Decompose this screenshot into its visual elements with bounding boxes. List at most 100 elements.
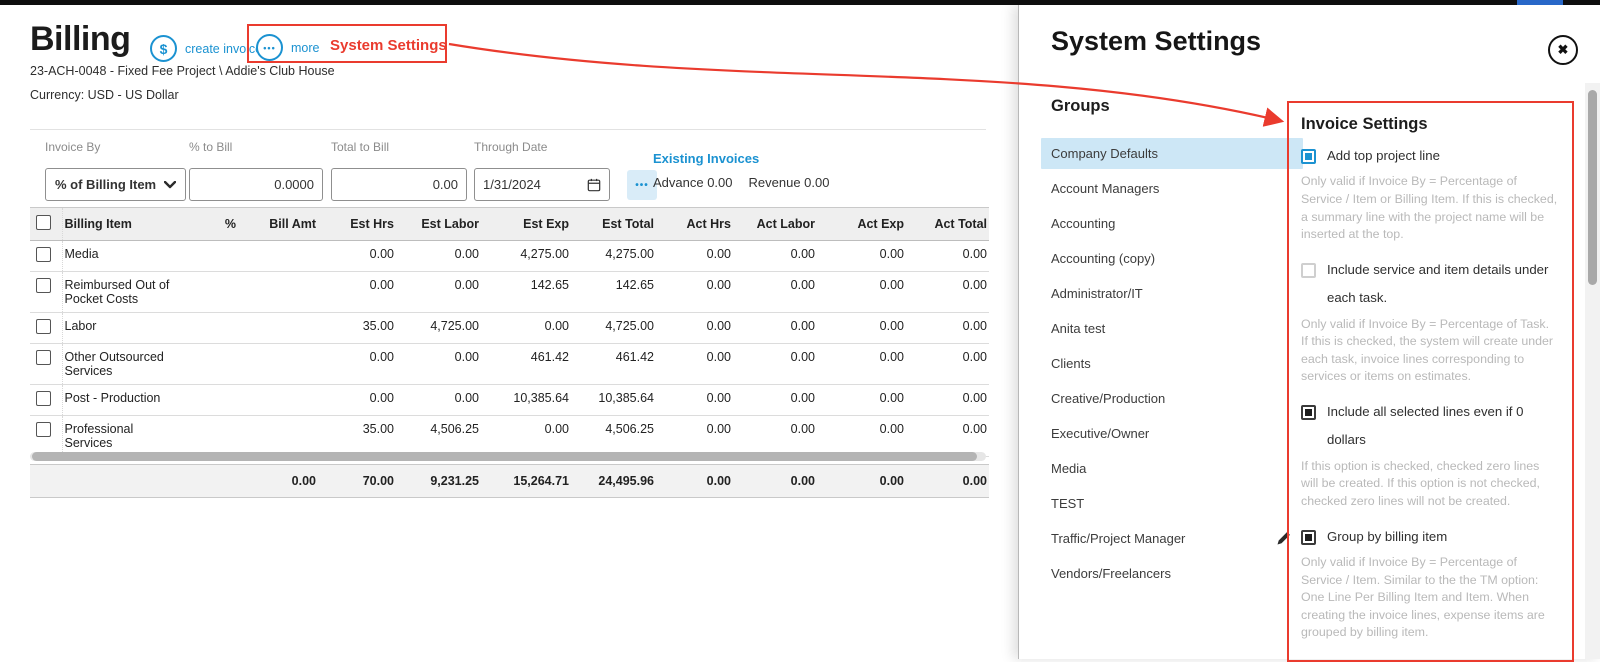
row-checkbox[interactable]: [36, 247, 51, 262]
act-labor-cell: 0.00: [733, 384, 817, 416]
option-label: Include service and item details under e…: [1327, 261, 1549, 306]
bill-amt-cell: [238, 384, 318, 416]
more-button[interactable]: ••• more: [256, 34, 319, 61]
act-hrs-cell: 0.00: [656, 271, 733, 313]
billing-table-wrap: Billing Item % Bill Amt Est Hrs Est Labo…: [30, 207, 989, 457]
row-checkbox[interactable]: [36, 350, 51, 365]
act-hrs-cell: 0.00: [656, 240, 733, 272]
col-pct: %: [208, 207, 238, 241]
total-bill-amt: 0.00: [238, 464, 318, 498]
advance-revenue-summary: Advance 0.00 Revenue 0.00: [653, 175, 845, 190]
pct-to-bill-input[interactable]: [189, 168, 323, 201]
breadcrumb: 23-ACH-0048 - Fixed Fee Project \ Addie'…: [30, 64, 335, 78]
group-item[interactable]: Executive/Owner: [1041, 418, 1303, 449]
panel-title: System Settings: [1051, 26, 1262, 56]
total-to-bill-label: Total to Bill: [331, 140, 390, 154]
col-bill-amt: Bill Amt: [238, 207, 318, 241]
invoice-by-select[interactable]: % of Billing Item: [45, 168, 186, 201]
bill-amt-cell: [238, 312, 318, 344]
group-item[interactable]: Accounting: [1041, 208, 1303, 239]
row-checkbox[interactable]: [36, 319, 51, 334]
group-item[interactable]: Accounting (copy): [1041, 243, 1303, 274]
edit-pencil-icon[interactable]: [1276, 531, 1291, 546]
row-checkbox[interactable]: [36, 391, 51, 406]
pct-cell: [208, 271, 238, 313]
group-item-label: Executive/Owner: [1051, 426, 1150, 441]
option-checkbox[interactable]: [1301, 149, 1316, 164]
vertical-scrollbar-thumb[interactable]: [1588, 90, 1597, 285]
select-all-checkbox[interactable]: [36, 215, 51, 230]
group-item[interactable]: Traffic/Project Manager: [1041, 523, 1303, 554]
est-hrs-cell: 35.00: [318, 415, 396, 457]
create-invoice-button[interactable]: $ create invoice: [150, 35, 262, 62]
group-item[interactable]: Vendors/Freelancers: [1041, 558, 1303, 589]
group-item[interactable]: TEST: [1041, 488, 1303, 519]
option-description: Only valid if Invoice By = Percentage of…: [1301, 174, 1558, 242]
invoice-by-label: Invoice By: [45, 140, 101, 154]
row-checkbox[interactable]: [36, 278, 51, 293]
totals-table: 0.00 70.00 9,231.25 15,264.71 24,495.96 …: [30, 464, 989, 498]
est-total-cell: 10,385.64: [571, 384, 656, 416]
est-exp-cell: 461.42: [481, 343, 571, 385]
group-item[interactable]: Creative/Production: [1041, 383, 1303, 414]
total-to-bill-input[interactable]: [331, 168, 467, 201]
est-total-cell: 4,725.00: [571, 312, 656, 344]
close-icon[interactable]: ✖: [1548, 35, 1578, 65]
existing-invoices-link[interactable]: Existing Invoices: [653, 151, 760, 166]
est-total-cell: 4,275.00: [571, 240, 656, 272]
group-item-label: Clients: [1051, 356, 1091, 371]
total-act-total: 0.00: [906, 464, 989, 498]
act-labor-cell: 0.00: [733, 415, 817, 457]
group-item-label: Media: [1051, 461, 1087, 476]
billing-item-cell: Other Outsourced Services: [61, 343, 208, 385]
pct-cell: [208, 312, 238, 344]
group-item-label: Vendors/Freelancers: [1051, 566, 1171, 581]
total-est-total: 24,495.96: [571, 464, 656, 498]
group-item[interactable]: Administrator/IT: [1041, 278, 1303, 309]
total-est-exp: 15,264.71: [481, 464, 571, 498]
group-item[interactable]: Account Managers: [1041, 173, 1303, 204]
pct-cell: [208, 384, 238, 416]
est-labor-cell: 0.00: [396, 384, 481, 416]
group-item[interactable]: Anita test: [1041, 313, 1303, 344]
est-labor-cell: 4,725.00: [396, 312, 481, 344]
pct-cell: [208, 240, 238, 272]
chevron-down-icon: [164, 180, 176, 188]
row-checkbox[interactable]: [36, 422, 51, 437]
group-item[interactable]: Company Defaults: [1041, 138, 1303, 169]
est-exp-cell: 0.00: [481, 312, 571, 344]
est-hrs-cell: 0.00: [318, 384, 396, 416]
option-description: Only valid if Invoice By = Percentage of…: [1301, 316, 1554, 384]
invoice-setting-option: Group by billing item Only valid if Invo…: [1301, 523, 1558, 642]
option-checkbox[interactable]: [1301, 529, 1316, 545]
bill-amt-cell: [238, 240, 318, 272]
total-act-hrs: 0.00: [656, 464, 733, 498]
bill-amt-cell: [238, 415, 318, 457]
through-date-input[interactable]: 1/31/2024: [474, 168, 610, 201]
option-checkbox[interactable]: [1301, 262, 1316, 278]
est-exp-cell: 4,275.00: [481, 240, 571, 272]
table-row: Other Outsourced Services 0.00 0.00 461.…: [30, 343, 989, 385]
invoice-setting-option: Include all selected lines even if 0 dol…: [1301, 398, 1558, 511]
option-checkbox[interactable]: [1301, 405, 1316, 420]
group-item[interactable]: Clients: [1041, 348, 1303, 379]
horizontal-scrollbar-thumb[interactable]: [32, 452, 977, 461]
act-hrs-cell: 0.00: [656, 384, 733, 416]
group-item-label: Accounting: [1051, 216, 1116, 231]
groups-heading: Groups: [1051, 97, 1110, 115]
table-row: Labor 35.00 4,725.00 0.00 4,725.00 0.00 …: [30, 312, 989, 344]
est-hrs-cell: 0.00: [318, 271, 396, 313]
invoice-settings-heading: Invoice Settings: [1301, 115, 1428, 133]
col-act-exp: Act Exp: [817, 207, 906, 241]
pct-to-bill-label: % to Bill: [189, 140, 233, 154]
invoice-settings-options: Add top project line Only valid if Invoi…: [1301, 142, 1558, 642]
top-border-bar: [0, 0, 1600, 5]
table-header-row: Billing Item % Bill Amt Est Hrs Est Labo…: [30, 207, 989, 241]
act-total-cell: 0.00: [906, 415, 989, 457]
vertical-scrollbar: [1585, 83, 1600, 659]
group-item[interactable]: Media: [1041, 453, 1303, 484]
est-exp-cell: 10,385.64: [481, 384, 571, 416]
more-label: more: [291, 40, 320, 55]
filter-more-options-button[interactable]: •••: [627, 170, 657, 200]
est-labor-cell: 0.00: [396, 343, 481, 385]
